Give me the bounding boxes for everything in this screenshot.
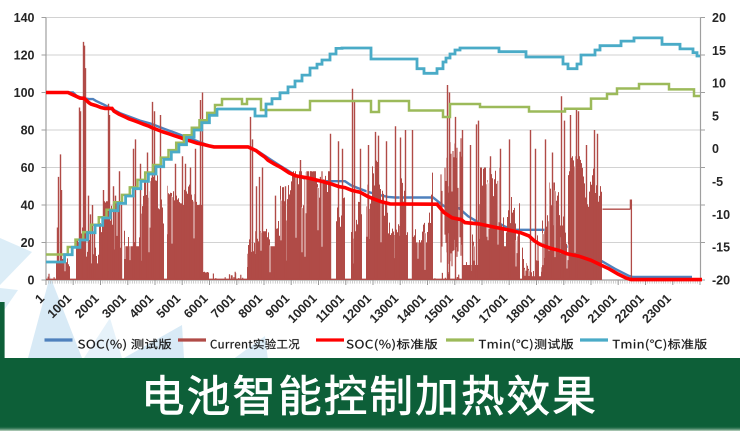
svg-text:140: 140 bbox=[14, 11, 35, 25]
svg-text:20: 20 bbox=[21, 236, 35, 250]
svg-text:120: 120 bbox=[14, 49, 35, 63]
svg-text:-5: -5 bbox=[712, 175, 723, 189]
svg-text:40: 40 bbox=[21, 199, 35, 213]
svg-text:15: 15 bbox=[712, 44, 726, 58]
svg-text:60: 60 bbox=[21, 161, 35, 175]
svg-text:0: 0 bbox=[28, 274, 35, 288]
svg-text:-15: -15 bbox=[712, 241, 730, 255]
svg-text:0: 0 bbox=[712, 142, 719, 156]
svg-text:5: 5 bbox=[712, 109, 719, 123]
svg-text:100: 100 bbox=[14, 86, 35, 100]
svg-text:-20: -20 bbox=[712, 274, 730, 288]
svg-text:10: 10 bbox=[712, 77, 726, 91]
svg-text:-10: -10 bbox=[712, 208, 730, 222]
svg-text:20: 20 bbox=[712, 11, 726, 25]
svg-text:80: 80 bbox=[21, 124, 35, 138]
